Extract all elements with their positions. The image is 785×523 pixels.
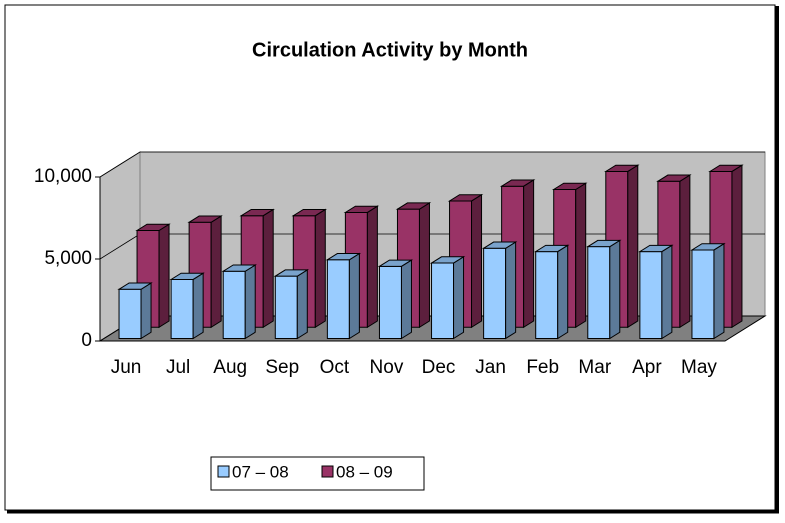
bar-side xyxy=(471,193,483,329)
x-tick-label: May xyxy=(681,357,717,378)
bar-front xyxy=(691,249,715,339)
chart-title: Circulation Activity by Month xyxy=(252,39,528,61)
bar-side xyxy=(296,269,308,340)
bar-side xyxy=(661,244,673,340)
bar-side xyxy=(523,179,535,329)
legend-label: 07 – 08 xyxy=(232,462,289,481)
x-tick-label: Dec xyxy=(422,357,456,378)
bar-top xyxy=(447,194,484,202)
legend-swatch xyxy=(321,465,334,478)
bar xyxy=(690,242,726,340)
bar-top xyxy=(533,244,570,253)
bar-side xyxy=(244,264,256,340)
bar-front xyxy=(535,251,559,339)
bar-side xyxy=(314,208,326,329)
bar-top xyxy=(395,202,432,210)
bar-side xyxy=(210,215,222,329)
bar-top xyxy=(239,208,275,217)
legend-label: 08 – 09 xyxy=(336,462,393,481)
bar-front xyxy=(431,262,455,339)
x-tick-label: Jul xyxy=(166,357,190,378)
bar-top xyxy=(499,179,536,187)
x-tick-label: Nov xyxy=(370,357,404,378)
bar-side xyxy=(731,164,743,329)
bar-front xyxy=(170,278,194,339)
bar xyxy=(377,259,414,340)
bar xyxy=(533,244,570,340)
bar-top xyxy=(169,272,205,280)
bar-side xyxy=(609,239,621,340)
legend-swatch xyxy=(217,465,230,478)
bar-top xyxy=(429,256,466,264)
bar xyxy=(221,264,257,340)
bar-side xyxy=(505,241,517,340)
x-tick-label: Jan xyxy=(475,357,506,378)
y-tick-label: 0 xyxy=(81,330,92,351)
bar-top xyxy=(325,253,362,261)
bar-front xyxy=(118,288,142,339)
x-tick-label: Mar xyxy=(578,357,611,378)
bar-front xyxy=(274,275,298,339)
bar-front xyxy=(587,246,611,339)
bar-top xyxy=(135,223,171,231)
bar-side xyxy=(366,205,378,329)
bar xyxy=(169,272,205,340)
bar xyxy=(117,282,153,340)
bar-front xyxy=(639,251,663,339)
bar xyxy=(586,239,622,340)
bar-front xyxy=(326,259,350,339)
x-tick-label: Jun xyxy=(111,357,142,378)
bar-front xyxy=(483,247,507,339)
bar-top xyxy=(690,243,726,251)
bar-front xyxy=(378,265,402,339)
bar-top xyxy=(221,264,257,272)
bar-top xyxy=(343,205,380,213)
bar-top xyxy=(708,164,744,172)
bar xyxy=(273,269,310,340)
bar-front xyxy=(222,270,246,339)
bar-top xyxy=(604,164,640,172)
bar-side xyxy=(140,282,152,340)
bar-side xyxy=(158,223,170,329)
bar-top xyxy=(551,182,588,190)
bar-side xyxy=(262,208,274,329)
x-tick-label: Sep xyxy=(265,357,299,378)
bar-side xyxy=(575,182,587,329)
bar-side xyxy=(627,164,639,329)
x-tick-label: Feb xyxy=(526,357,559,378)
bar-top xyxy=(291,208,328,217)
bar-side xyxy=(713,242,725,340)
bar-side xyxy=(679,174,691,329)
bar-side xyxy=(400,259,412,340)
y-tick-label: 10,000 xyxy=(34,166,92,187)
bar-top xyxy=(187,215,223,223)
bar-top xyxy=(656,174,692,182)
bar-side xyxy=(348,252,360,340)
x-tick-label: Oct xyxy=(320,357,350,378)
bar-top xyxy=(377,259,414,267)
bar-side xyxy=(557,244,569,340)
y-tick-label: 5,000 xyxy=(44,248,92,269)
x-tick-label: Apr xyxy=(632,357,662,378)
bar-top xyxy=(117,282,153,290)
bar xyxy=(638,244,674,340)
bar-top xyxy=(586,239,622,248)
x-tick-label: Aug xyxy=(213,357,247,378)
bar xyxy=(325,252,362,340)
bar-top xyxy=(481,241,518,249)
grid-line xyxy=(99,151,765,178)
bar xyxy=(481,241,518,340)
bar xyxy=(429,255,466,340)
bar-side xyxy=(418,202,430,329)
bar-top xyxy=(273,269,310,277)
legend-box xyxy=(210,456,425,491)
bar-side xyxy=(192,272,204,340)
bar xyxy=(135,223,171,329)
bar-side xyxy=(453,255,465,340)
bar-top xyxy=(638,244,674,253)
